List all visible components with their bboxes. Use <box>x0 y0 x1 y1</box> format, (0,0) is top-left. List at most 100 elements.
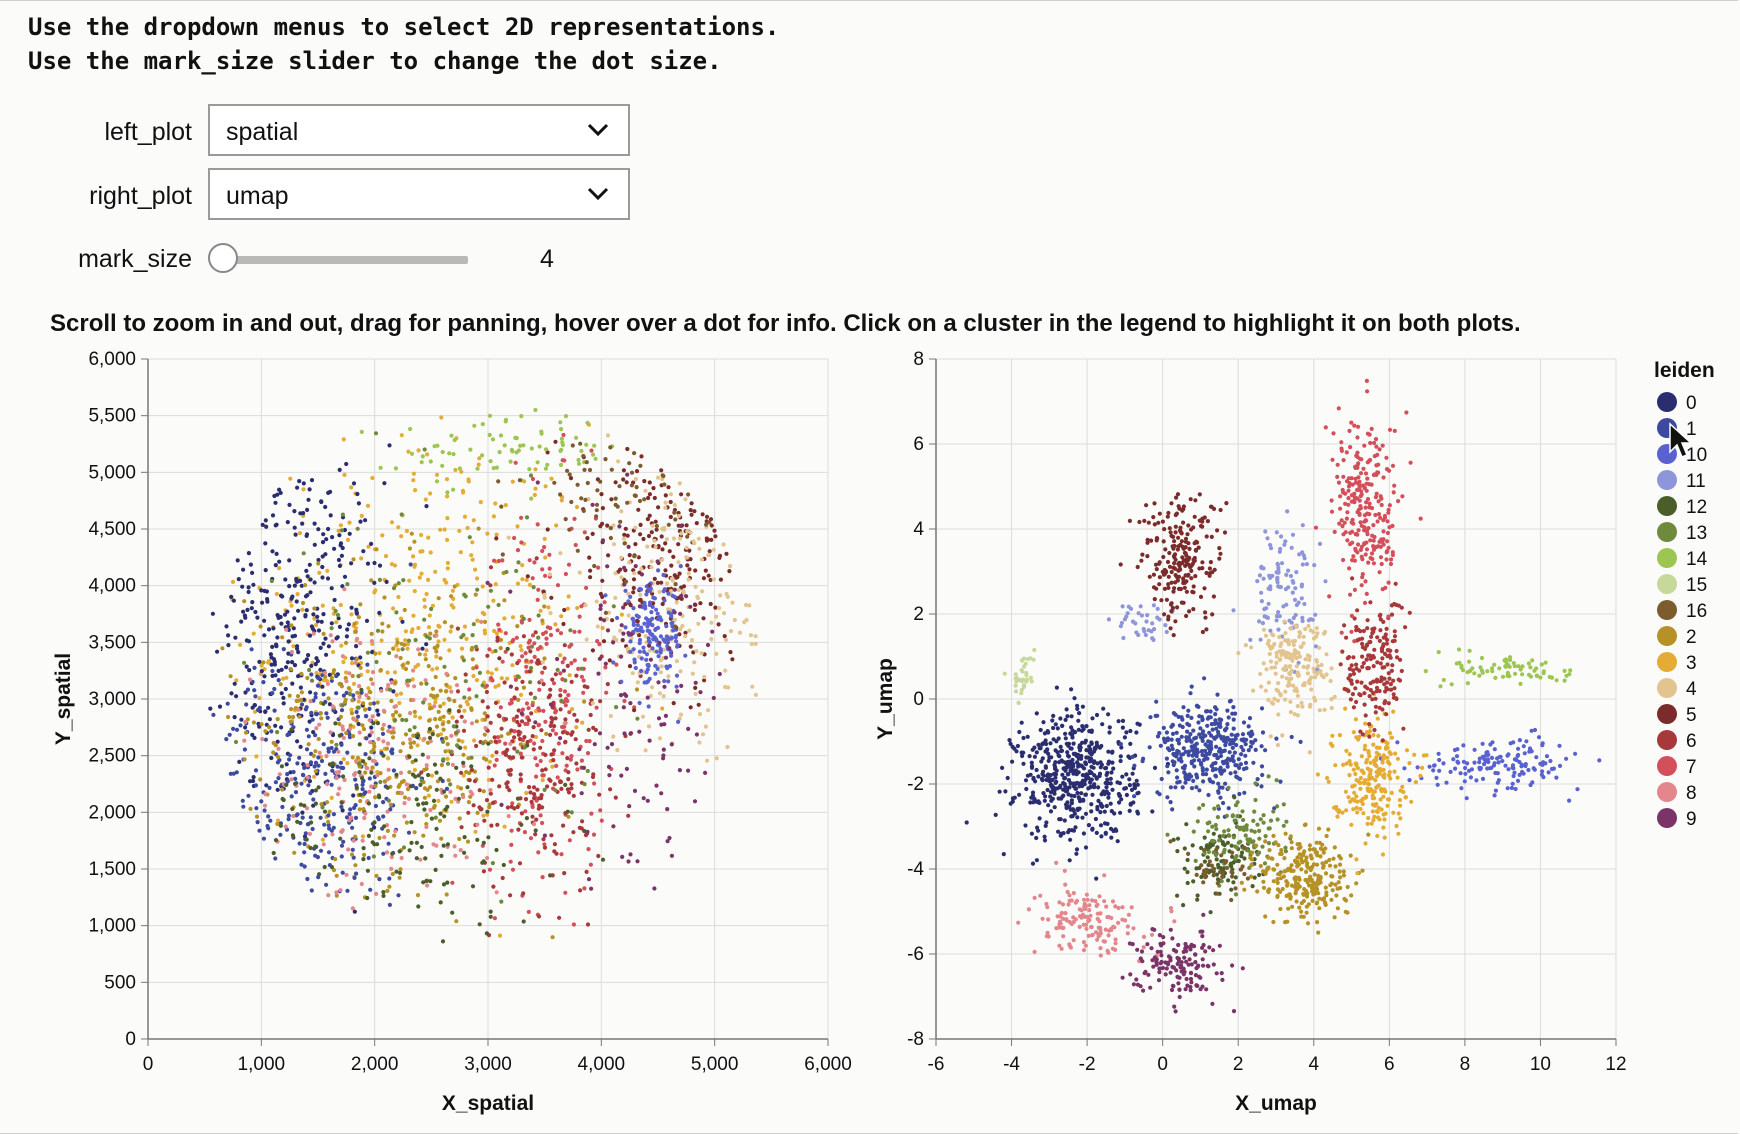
spatial-point[interactable] <box>524 790 529 796</box>
umap-point[interactable] <box>1278 906 1283 912</box>
spatial-point[interactable] <box>371 854 376 859</box>
umap-point[interactable] <box>1427 764 1432 769</box>
umap-point[interactable] <box>1056 736 1061 741</box>
umap-point[interactable] <box>1246 724 1251 729</box>
spatial-point[interactable] <box>356 705 361 710</box>
spatial-point[interactable] <box>352 621 357 626</box>
spatial-point[interactable] <box>563 517 568 522</box>
spatial-point[interactable] <box>563 571 569 577</box>
spatial-point[interactable] <box>417 652 422 657</box>
spatial-point[interactable] <box>305 775 310 780</box>
spatial-point[interactable] <box>685 563 690 568</box>
umap-point[interactable] <box>1064 707 1069 712</box>
spatial-point[interactable] <box>655 559 660 564</box>
spatial-point[interactable] <box>433 674 438 680</box>
umap-point[interactable] <box>1304 904 1309 909</box>
spatial-point[interactable] <box>581 765 587 771</box>
spatial-point[interactable] <box>300 521 305 526</box>
spatial-point[interactable] <box>381 708 386 713</box>
spatial-point[interactable] <box>486 835 491 840</box>
spatial-point[interactable] <box>233 739 239 745</box>
spatial-point[interactable] <box>634 613 639 618</box>
spatial-point[interactable] <box>534 774 539 779</box>
spatial-point[interactable] <box>321 641 326 646</box>
spatial-point[interactable] <box>334 893 339 898</box>
spatial-point[interactable] <box>445 880 450 885</box>
umap-point[interactable] <box>1106 712 1111 717</box>
umap-point[interactable] <box>1282 869 1287 874</box>
spatial-point[interactable] <box>306 653 311 658</box>
spatial-point[interactable] <box>666 674 671 679</box>
spatial-point[interactable] <box>613 795 618 800</box>
spatial-point[interactable] <box>470 633 475 638</box>
spatial-point[interactable] <box>271 750 276 755</box>
spatial-point[interactable] <box>679 683 684 689</box>
spatial-point[interactable] <box>424 878 429 884</box>
spatial-point[interactable] <box>438 704 443 709</box>
spatial-point[interactable] <box>252 735 257 741</box>
spatial-point[interactable] <box>451 487 456 492</box>
umap-point[interactable] <box>1053 775 1058 780</box>
umap-point[interactable] <box>1170 746 1175 752</box>
spatial-point[interactable] <box>541 682 546 687</box>
spatial-point[interactable] <box>309 820 314 825</box>
spatial-point[interactable] <box>429 606 434 612</box>
umap-point[interactable] <box>1194 872 1199 878</box>
umap-point[interactable] <box>1318 854 1323 859</box>
spatial-point[interactable] <box>369 730 374 735</box>
spatial-point[interactable] <box>336 792 341 797</box>
spatial-point[interactable] <box>650 523 655 528</box>
spatial-point[interactable] <box>309 663 314 669</box>
umap-point[interactable] <box>1076 795 1081 800</box>
umap-point[interactable] <box>1150 809 1155 814</box>
umap-point[interactable] <box>1226 715 1231 720</box>
umap-point[interactable] <box>1229 887 1234 892</box>
spatial-point[interactable] <box>533 756 538 761</box>
spatial-point[interactable] <box>274 551 279 557</box>
spatial-point[interactable] <box>543 484 548 489</box>
spatial-point[interactable] <box>261 836 266 841</box>
umap-point[interactable] <box>1253 747 1258 753</box>
spatial-point[interactable] <box>274 591 279 597</box>
spatial-point[interactable] <box>428 459 433 464</box>
spatial-point[interactable] <box>434 843 439 848</box>
spatial-point[interactable] <box>598 479 603 484</box>
spatial-point[interactable] <box>496 558 501 564</box>
spatial-point[interactable] <box>506 535 511 540</box>
spatial-point[interactable] <box>645 662 650 668</box>
spatial-point[interactable] <box>533 630 538 635</box>
spatial-point[interactable] <box>316 557 321 563</box>
spatial-point[interactable] <box>667 549 672 554</box>
spatial-point[interactable] <box>426 755 431 760</box>
spatial-point[interactable] <box>461 658 466 663</box>
umap-point[interactable] <box>1094 876 1099 881</box>
umap-point[interactable] <box>1182 866 1187 871</box>
spatial-point[interactable] <box>535 787 540 792</box>
umap-point[interactable] <box>1480 776 1486 782</box>
spatial-point[interactable] <box>554 523 559 528</box>
umap-point[interactable] <box>1239 744 1244 750</box>
spatial-point[interactable] <box>305 675 310 681</box>
spatial-point[interactable] <box>653 627 658 633</box>
spatial-point[interactable] <box>266 814 271 819</box>
spatial-point[interactable] <box>257 696 262 701</box>
spatial-point[interactable] <box>628 603 633 608</box>
umap-point[interactable] <box>1349 893 1354 898</box>
spatial-point[interactable] <box>386 841 391 846</box>
spatial-point[interactable] <box>600 538 606 543</box>
spatial-point[interactable] <box>510 479 515 484</box>
spatial-point[interactable] <box>559 427 564 432</box>
spatial-point[interactable] <box>389 855 394 860</box>
spatial-point[interactable] <box>509 842 514 848</box>
spatial-point[interactable] <box>584 637 589 642</box>
umap-point[interactable] <box>1256 850 1262 855</box>
spatial-point[interactable] <box>664 537 670 542</box>
umap-point[interactable] <box>1184 822 1189 827</box>
spatial-point[interactable] <box>542 536 547 542</box>
umap-point[interactable] <box>1235 824 1240 830</box>
umap-point[interactable] <box>1333 864 1338 869</box>
umap-point[interactable] <box>1115 780 1120 785</box>
spatial-point[interactable] <box>690 671 695 676</box>
umap-point[interactable] <box>1261 813 1266 818</box>
spatial-point[interactable] <box>638 463 643 468</box>
